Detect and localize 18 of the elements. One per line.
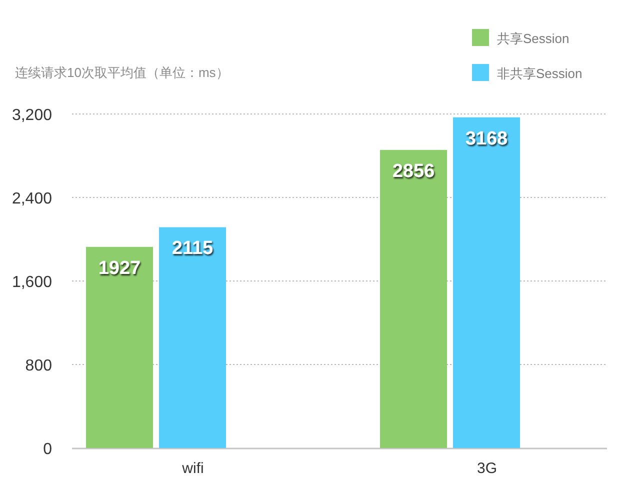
x-tick-label: 3G — [476, 460, 498, 477]
bar — [453, 117, 520, 448]
data-label: 3168 — [465, 128, 508, 150]
data-label: 1927 — [98, 258, 141, 279]
y-tick-label: 3,200 — [12, 107, 52, 124]
legend-label: 共享Session — [497, 31, 570, 46]
bar — [86, 246, 153, 448]
x-tick-label: wifi — [181, 460, 204, 477]
bar — [159, 227, 226, 448]
y-tick-label: 2,400 — [12, 190, 52, 208]
data-label: 2115 — [172, 238, 214, 260]
y-axis-title: 连续请求10次取平均值（单位：ms） — [15, 65, 229, 80]
y-tick-label: 800 — [25, 358, 52, 374]
y-tick-label: 0 — [43, 441, 52, 458]
legend-label: 非共享Session — [497, 66, 582, 81]
data-label: 2856 — [392, 160, 435, 182]
y-tick-label: 1,600 — [12, 274, 52, 291]
bar — [380, 150, 447, 448]
